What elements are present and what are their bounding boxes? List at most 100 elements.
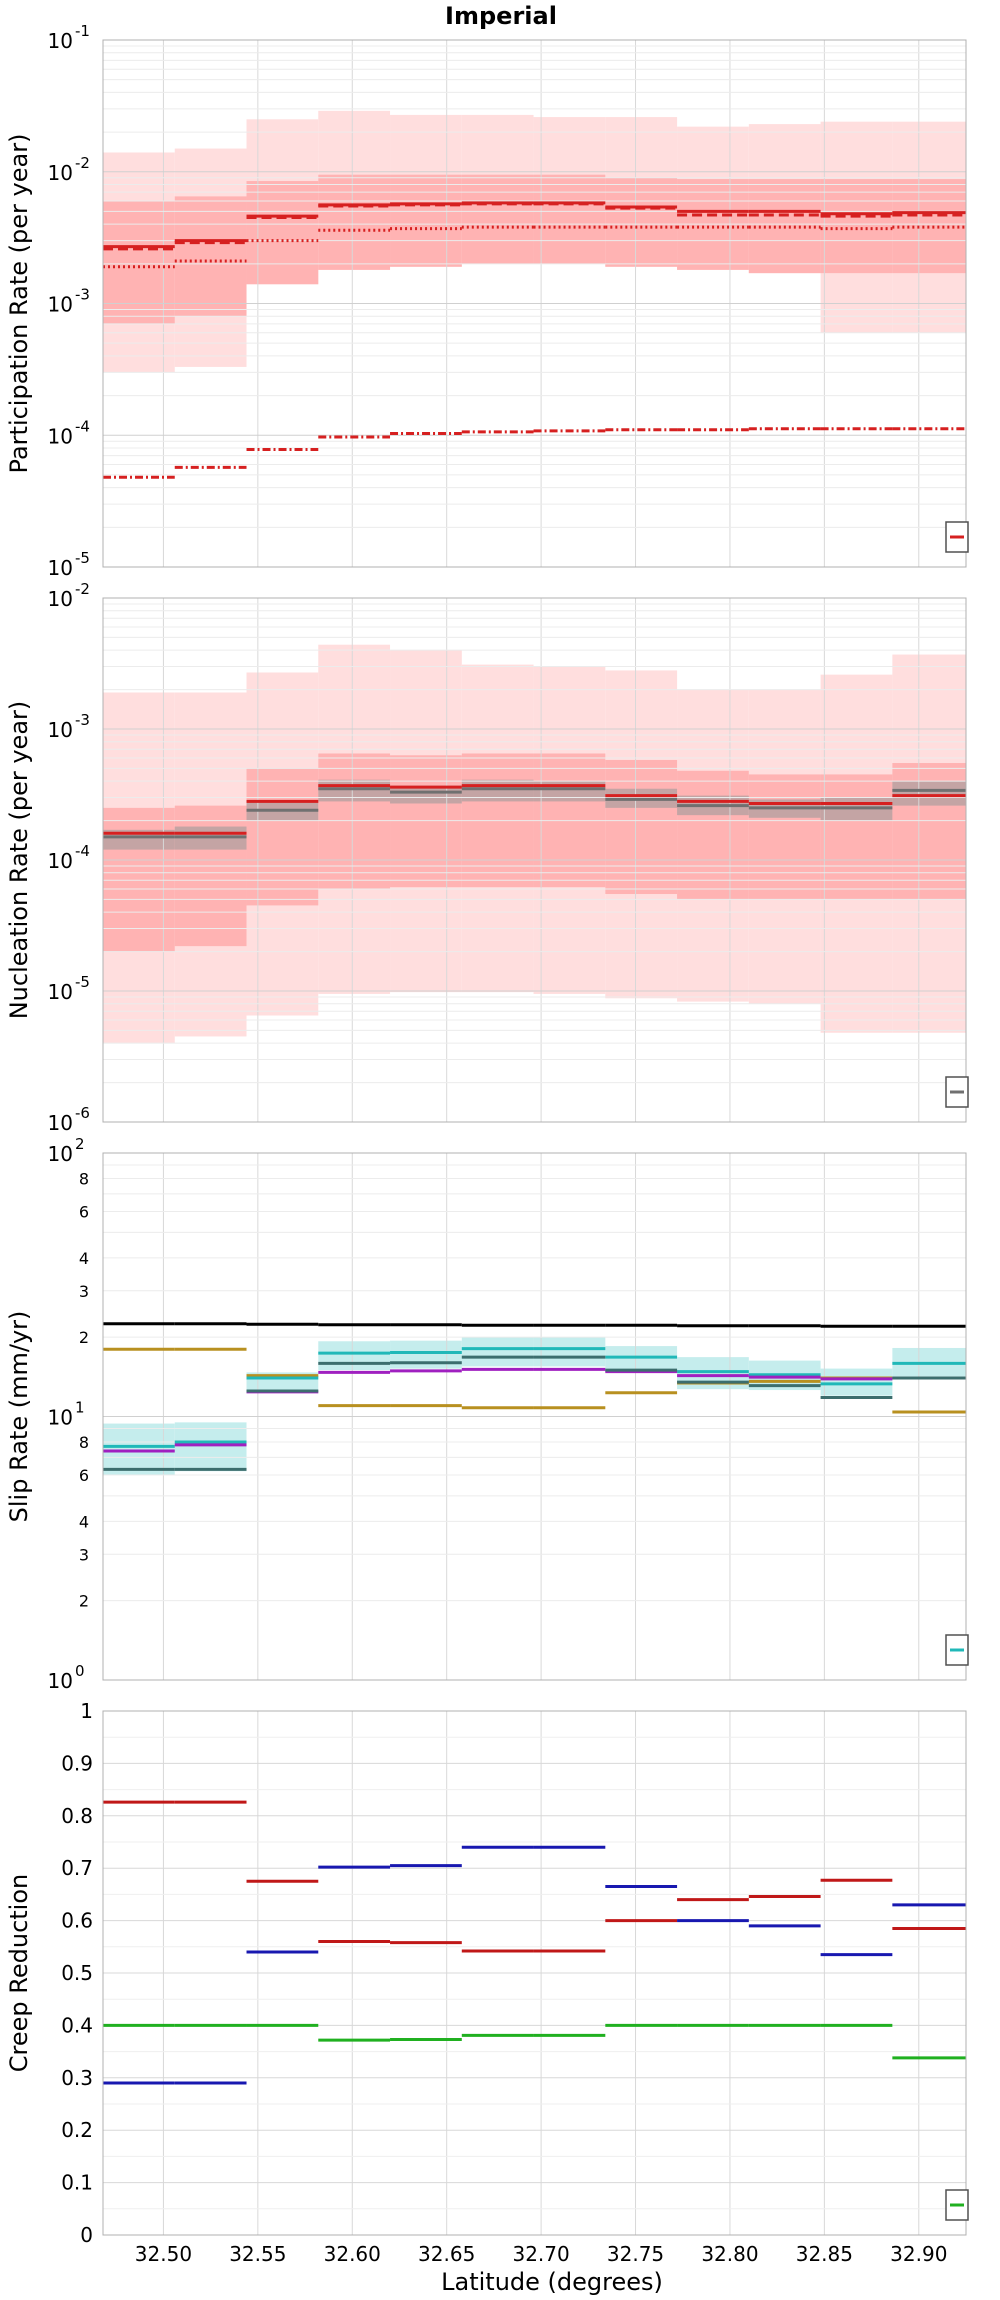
y-tick-exponent: -2 [75, 154, 90, 172]
y-tick-label: 0.5 [61, 1961, 93, 1985]
band-2-bin-8 [605, 759, 678, 895]
y-tick-label: 10 [48, 1406, 73, 1430]
band-2-bin-4 [318, 174, 391, 270]
y-tick-exponent: 0 [75, 1662, 85, 1680]
y-tick-label: 10 [48, 556, 73, 580]
y-minor-tick-label: 3 [79, 1545, 89, 1564]
x-tick-label-2: 32.55 [229, 2242, 286, 2266]
y-tick-exponent: 1 [75, 1399, 85, 1417]
y-tick-exponent: -5 [75, 973, 90, 991]
y-minor-tick-label: 6 [79, 1466, 89, 1485]
plot-frame [102, 597, 967, 1123]
band-3-bin-4 [318, 779, 391, 802]
band-2-bin-4 [318, 753, 391, 890]
plot-frame [102, 1710, 967, 2236]
panel-4: 0 0.1 0.2 0.3 0.4 0.5 0.6 0.7 0.8 0.9 1 Creep Reduc… [5, 1699, 969, 2247]
band-2-bin-9 [677, 770, 749, 900]
y-tick-label: 0.8 [61, 1804, 93, 1828]
band-1-bin-11 [820, 1368, 893, 1396]
band-2-bin-7 [533, 174, 606, 264]
band-2-bin-5 [390, 755, 462, 888]
y-minor-tick-label: 3 [79, 1282, 89, 1301]
band-2-bin-3 [246, 181, 319, 285]
y-tick-label: 10 [48, 849, 73, 873]
y-tick-label: 0.9 [61, 1751, 93, 1775]
y-tick-label: 10 [48, 980, 73, 1004]
band-2-bin-3 [246, 768, 319, 906]
y-tick-label: 10 [48, 29, 73, 53]
band-2-bin-5 [390, 174, 462, 267]
plot-frame [102, 1152, 967, 1681]
x-axis-label: Latitude (degrees) [441, 2268, 663, 2296]
y-minor-tick-label: 2 [79, 1592, 89, 1611]
x-tick-label-4: 32.65 [418, 2242, 475, 2266]
band-1-bin-4 [318, 1341, 391, 1371]
band-1-bin-7 [533, 1337, 606, 1367]
x-tick-label-9: 32.90 [890, 2242, 947, 2266]
band-2-bin-1 [103, 807, 175, 952]
band-1-bin-8 [605, 1346, 678, 1372]
x-tick-label-5: 32.70 [512, 2242, 569, 2266]
y-tick-exponent: -4 [75, 417, 90, 435]
band-2-bin-8 [605, 177, 678, 267]
y-minor-tick-label: 6 [79, 1202, 89, 1221]
y-axis-label: Participation Rate (per year) [5, 134, 33, 474]
band-3-bin-5 [390, 785, 462, 804]
band-2-bin-2 [174, 196, 247, 317]
y-tick-exponent: -4 [75, 842, 90, 860]
x-tick-label-1: 32.50 [135, 2242, 192, 2266]
y-tick-exponent: -3 [75, 286, 90, 304]
y-minor-tick-label: 4 [79, 1512, 89, 1531]
y-tick-label: 10 [48, 1669, 73, 1693]
y-tick-label: 0.7 [61, 1856, 93, 1880]
band-3-bin-12 [892, 781, 966, 806]
y-tick-label: 0.6 [61, 1909, 93, 1933]
y-tick-label: 0 [80, 2223, 93, 2247]
y-tick-exponent: -2 [75, 580, 90, 598]
figure-title: Imperial [445, 2, 557, 30]
band-1-bin-2 [174, 1422, 247, 1472]
y-tick-exponent: 2 [75, 1135, 85, 1153]
band-2-bin-10 [748, 774, 821, 900]
y-tick-exponent: -3 [75, 711, 90, 729]
band-2-bin-11 [820, 179, 893, 274]
y-tick-label: 10 [48, 587, 73, 611]
y-tick-label: 0.3 [61, 2066, 93, 2090]
band-2-bin-1 [103, 200, 175, 324]
y-tick-label: 10 [48, 1142, 73, 1166]
x-tick-label-3: 32.60 [324, 2242, 381, 2266]
y-minor-tick-label: 4 [79, 1249, 89, 1268]
y-tick-label: 0.2 [61, 2118, 93, 2142]
x-tick-label-6: 32.75 [607, 2242, 664, 2266]
band-3-bin-1 [103, 829, 175, 850]
y-tick-label: 10 [48, 1111, 73, 1135]
band-1-bin-5 [390, 1340, 462, 1369]
y-tick-label: 0.1 [61, 2171, 93, 2195]
y-minor-tick-label: 8 [79, 1433, 89, 1452]
y-minor-tick-label: 2 [79, 1328, 89, 1347]
band-1-bin-1 [103, 1423, 175, 1475]
y-axis-label: Creep Reduction [5, 1874, 33, 2072]
band-3-bin-6 [461, 779, 534, 802]
y-tick-exponent: -5 [75, 549, 90, 567]
y-axis-label: Nucleation Rate (per year) [5, 701, 33, 1020]
y-tick-label: 10 [48, 161, 73, 185]
y-tick-label: 0.4 [61, 2013, 93, 2037]
y-tick-exponent: -6 [75, 1104, 90, 1122]
band-2-bin-6 [461, 174, 534, 264]
band-2-bin-11 [820, 774, 893, 900]
y-minor-tick-label: 8 [79, 1170, 89, 1189]
x-tick-label-7: 32.80 [701, 2242, 758, 2266]
y-tick-exponent: -1 [75, 22, 90, 40]
y-axis-label: Slip Rate (mm/yr) [5, 1311, 33, 1523]
x-tick-label-8: 32.85 [796, 2242, 853, 2266]
y-tick-label: 1 [80, 1699, 93, 1723]
y-tick-label: 10 [48, 718, 73, 742]
plot-frame [102, 39, 967, 568]
y-tick-label: 10 [48, 293, 73, 317]
